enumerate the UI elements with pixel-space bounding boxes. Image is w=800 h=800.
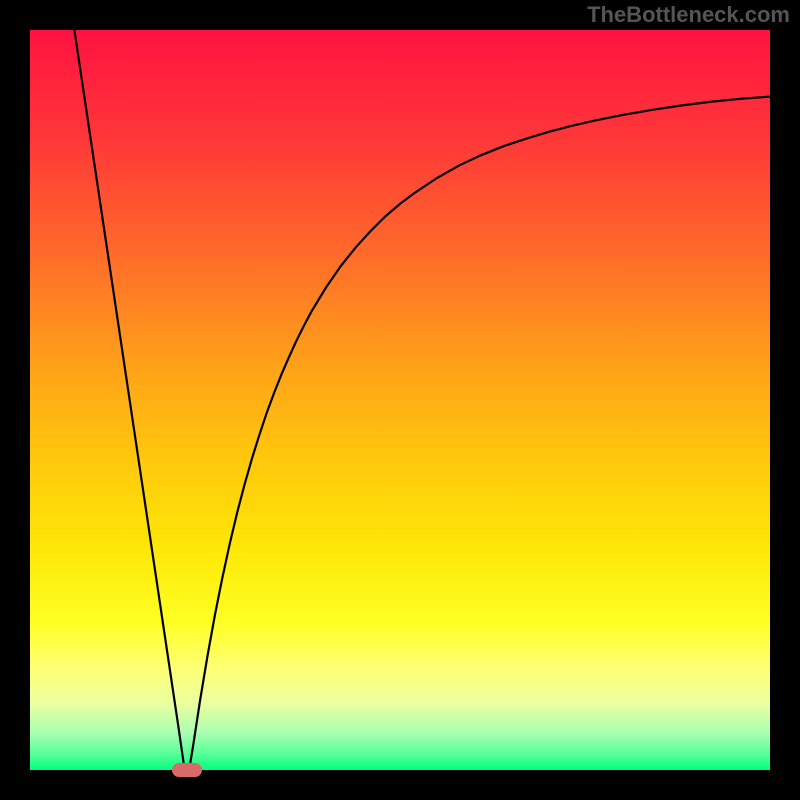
curve-svg: [0, 0, 800, 800]
bottleneck-curve: [74, 30, 770, 770]
optimal-marker: [172, 763, 202, 777]
chart-container: TheBottleneck.com: [0, 0, 800, 800]
watermark-text: TheBottleneck.com: [587, 2, 790, 28]
